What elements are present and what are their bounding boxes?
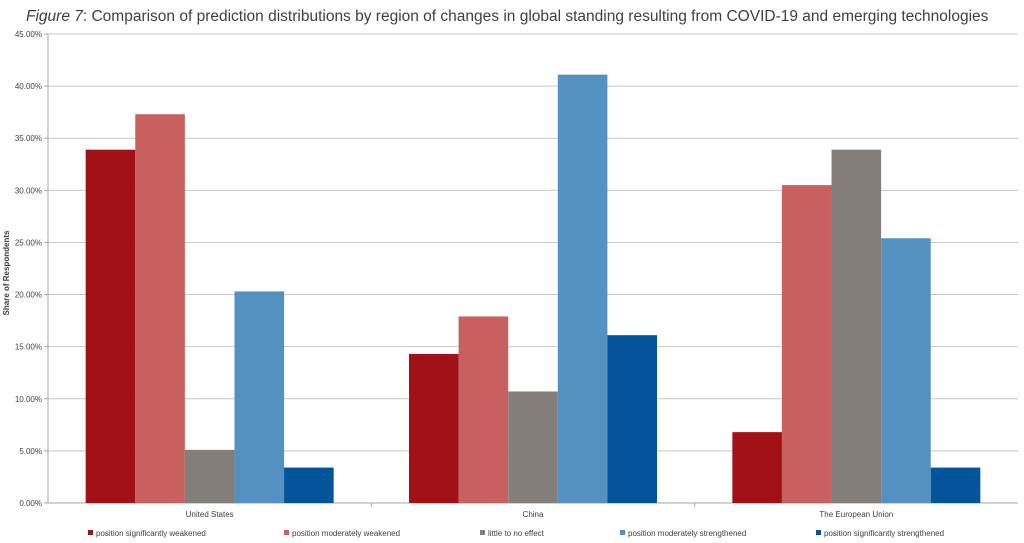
y-tick-label: 20.00% — [15, 291, 42, 300]
bar — [135, 114, 185, 504]
legend-swatch — [88, 530, 93, 535]
y-tick-label: 0.00% — [19, 499, 42, 508]
legend-swatch — [284, 530, 289, 535]
y-tick-label: 10.00% — [15, 395, 42, 404]
bar — [508, 391, 558, 503]
bar — [557, 74, 608, 503]
legend-label: position moderately strengthened — [628, 529, 746, 538]
y-tick-label: 30.00% — [15, 186, 42, 195]
x-tick-label: United States — [186, 510, 234, 519]
x-tick-label: The European Union — [819, 510, 893, 519]
y-tick-label: 15.00% — [15, 343, 42, 352]
legend-swatch — [480, 530, 485, 535]
y-axis-label: Share of Respondents — [2, 230, 11, 315]
bar — [458, 316, 509, 503]
bars — [85, 74, 981, 504]
legend-swatch — [620, 530, 625, 535]
bar — [881, 238, 931, 503]
bar — [732, 432, 782, 503]
bar — [607, 335, 657, 503]
chart-title: Figure 7: Comparison of prediction distr… — [26, 8, 988, 26]
y-tick-label: 40.00% — [15, 82, 42, 91]
legend-label: position significantly strengthened — [824, 529, 944, 538]
y-tick-label: 45.00% — [15, 30, 42, 39]
legend: position significantly weakened position … — [88, 529, 944, 538]
bar — [409, 353, 459, 503]
y-tick-label: 35.00% — [15, 134, 42, 143]
y-tick-label: 5.00% — [19, 447, 42, 456]
bar — [781, 185, 832, 503]
bar — [234, 291, 285, 503]
bar — [184, 449, 235, 503]
legend-label: position significantly weakened — [96, 529, 206, 538]
bar — [284, 467, 334, 503]
legend-label: little to no effect — [488, 529, 545, 538]
legend-swatch — [816, 530, 821, 535]
y-axis-ticks: 0.00% 5.00% 10.00% 15.00% 20.00% 25.00% 30.00%… — [15, 30, 48, 508]
bar — [831, 149, 882, 504]
x-axis: United States China The European Union — [47, 34, 893, 519]
legend-label: position moderately weakened — [292, 529, 400, 538]
bar — [930, 467, 981, 503]
x-tick-label: China — [523, 510, 544, 519]
figure-label: Figure 7 — [26, 8, 83, 25]
figure-caption: : Comparison of prediction distributions… — [82, 8, 989, 25]
bar — [85, 149, 136, 504]
y-tick-label: 25.00% — [15, 238, 42, 247]
